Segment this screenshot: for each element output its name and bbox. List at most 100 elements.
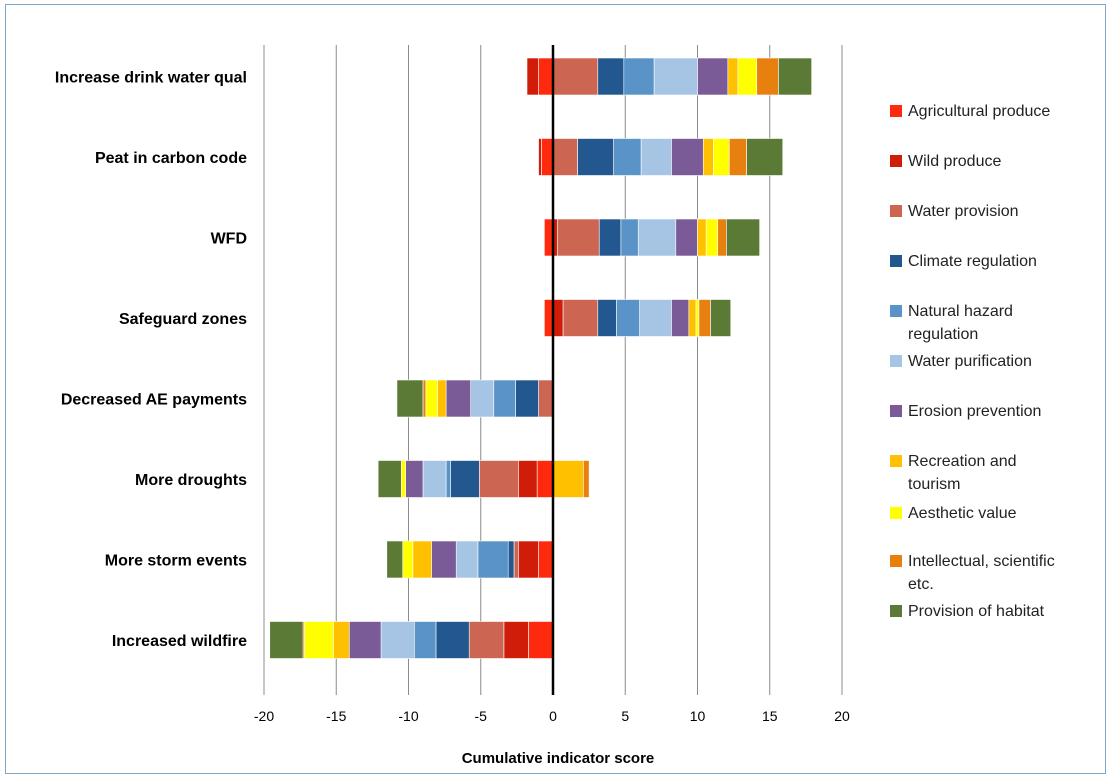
bar-segment — [538, 540, 554, 579]
bar-segment — [405, 460, 424, 498]
legend-swatch — [890, 355, 902, 367]
legend-swatch — [890, 507, 902, 519]
bar-segment — [598, 218, 622, 257]
bar-segment — [538, 379, 554, 418]
legend-label: Natural hazard regulation — [908, 303, 1013, 343]
x-tick-label: 0 — [549, 708, 557, 724]
x-tick-label: 20 — [834, 708, 850, 724]
bar-segment — [713, 138, 730, 176]
legend-swatch — [890, 205, 902, 217]
bar-segment — [402, 540, 414, 579]
bar-segment — [477, 540, 509, 579]
legend-swatch — [890, 605, 902, 617]
bar-segment — [544, 218, 554, 257]
bar-segment — [425, 379, 438, 418]
bar-segment — [400, 460, 406, 498]
bars — [269, 57, 812, 659]
legend-swatch — [890, 555, 902, 567]
legend-label: Agricultural produce — [908, 103, 1050, 120]
x-tick-label: -15 — [326, 708, 346, 724]
bar-segment — [616, 299, 641, 337]
bar-segment — [728, 138, 747, 176]
legend: Agricultural produce Wild produce Water pr… — [890, 103, 1055, 620]
bar-segment — [445, 379, 471, 418]
legend-swatch — [890, 405, 902, 417]
bar-segment — [412, 540, 432, 579]
x-axis-title: Cumulative indicator score — [462, 750, 655, 767]
legend-swatch — [890, 105, 902, 117]
category-label: Decreased AE payments — [61, 392, 247, 409]
bar-segment — [468, 621, 505, 659]
legend-label: Intellectual, scientific etc. — [908, 553, 1055, 593]
bar-segment — [552, 57, 599, 96]
bar-segment — [493, 379, 516, 418]
bar-segment — [688, 299, 697, 337]
category-labels: Increase drink water qual Peat in carbon … — [55, 70, 247, 651]
legend-label: Climate regulation — [908, 253, 1037, 270]
bar-segment — [518, 460, 538, 498]
category-label: Increased wildfire — [112, 633, 247, 650]
category-label: More storm events — [105, 553, 247, 570]
bar-segment — [422, 460, 447, 498]
bar-segment — [377, 460, 402, 498]
bar-segment — [552, 460, 584, 498]
bar-segment — [552, 138, 578, 176]
x-tick-labels: -20 -15 -10 -5 0 5 10 15 20 — [254, 708, 850, 724]
x-tick-label: -20 — [254, 708, 274, 724]
bar-segment — [613, 138, 642, 176]
bar-segment — [698, 299, 711, 337]
bar-segment — [710, 299, 732, 337]
legend-swatch — [890, 455, 902, 467]
x-tick-label: -10 — [398, 708, 418, 724]
bar-segment — [623, 57, 655, 96]
bar-segment — [445, 460, 451, 498]
bar-segment — [697, 57, 729, 96]
legend-label: Erosion prevention — [908, 403, 1041, 420]
bar-segment — [552, 299, 564, 337]
bar-segment — [435, 621, 470, 659]
bar-segment — [695, 299, 700, 337]
category-label: Increase drink water qual — [55, 70, 247, 87]
legend-label: Provision of habitat — [908, 603, 1045, 620]
bar-segment — [620, 218, 639, 257]
bar-segment — [479, 460, 519, 498]
bar-segment — [413, 621, 437, 659]
bar-segment — [507, 540, 515, 579]
x-tick-label: 5 — [621, 708, 629, 724]
bar-segment — [639, 299, 672, 337]
bar-segment — [583, 460, 590, 498]
category-label: Safeguard zones — [119, 311, 247, 328]
legend-label: Wild produce — [908, 153, 1001, 170]
bar-segment — [431, 540, 457, 579]
bar-segment — [380, 621, 415, 659]
bar-segment — [653, 57, 698, 96]
bar-segment — [637, 218, 677, 257]
bar-segment — [304, 621, 334, 659]
legend-swatch — [890, 305, 902, 317]
bar-segment — [470, 379, 495, 418]
bar-segment — [518, 540, 539, 579]
bar-segment — [737, 57, 758, 96]
bar-segment — [536, 460, 554, 498]
bar-segment — [705, 218, 719, 257]
bar-segment — [702, 138, 714, 176]
bar-segment — [515, 379, 539, 418]
bar-segment — [544, 299, 554, 337]
category-label: WFD — [211, 231, 247, 248]
bar-segment — [526, 57, 539, 96]
bar-segment — [269, 621, 304, 659]
bar-segment — [396, 379, 424, 418]
bar-segment — [562, 299, 599, 337]
bar-segment — [422, 379, 427, 418]
bar-segment — [557, 218, 600, 257]
chart-frame — [5, 4, 1106, 774]
legend-swatch — [890, 155, 902, 167]
bar-segment — [717, 218, 727, 257]
bar-segment — [640, 138, 672, 176]
bar-segment — [597, 57, 625, 96]
bar-segment — [597, 299, 617, 337]
x-tick-label: 15 — [762, 708, 778, 724]
bar-segment — [437, 379, 447, 418]
bar-segment — [756, 57, 779, 96]
